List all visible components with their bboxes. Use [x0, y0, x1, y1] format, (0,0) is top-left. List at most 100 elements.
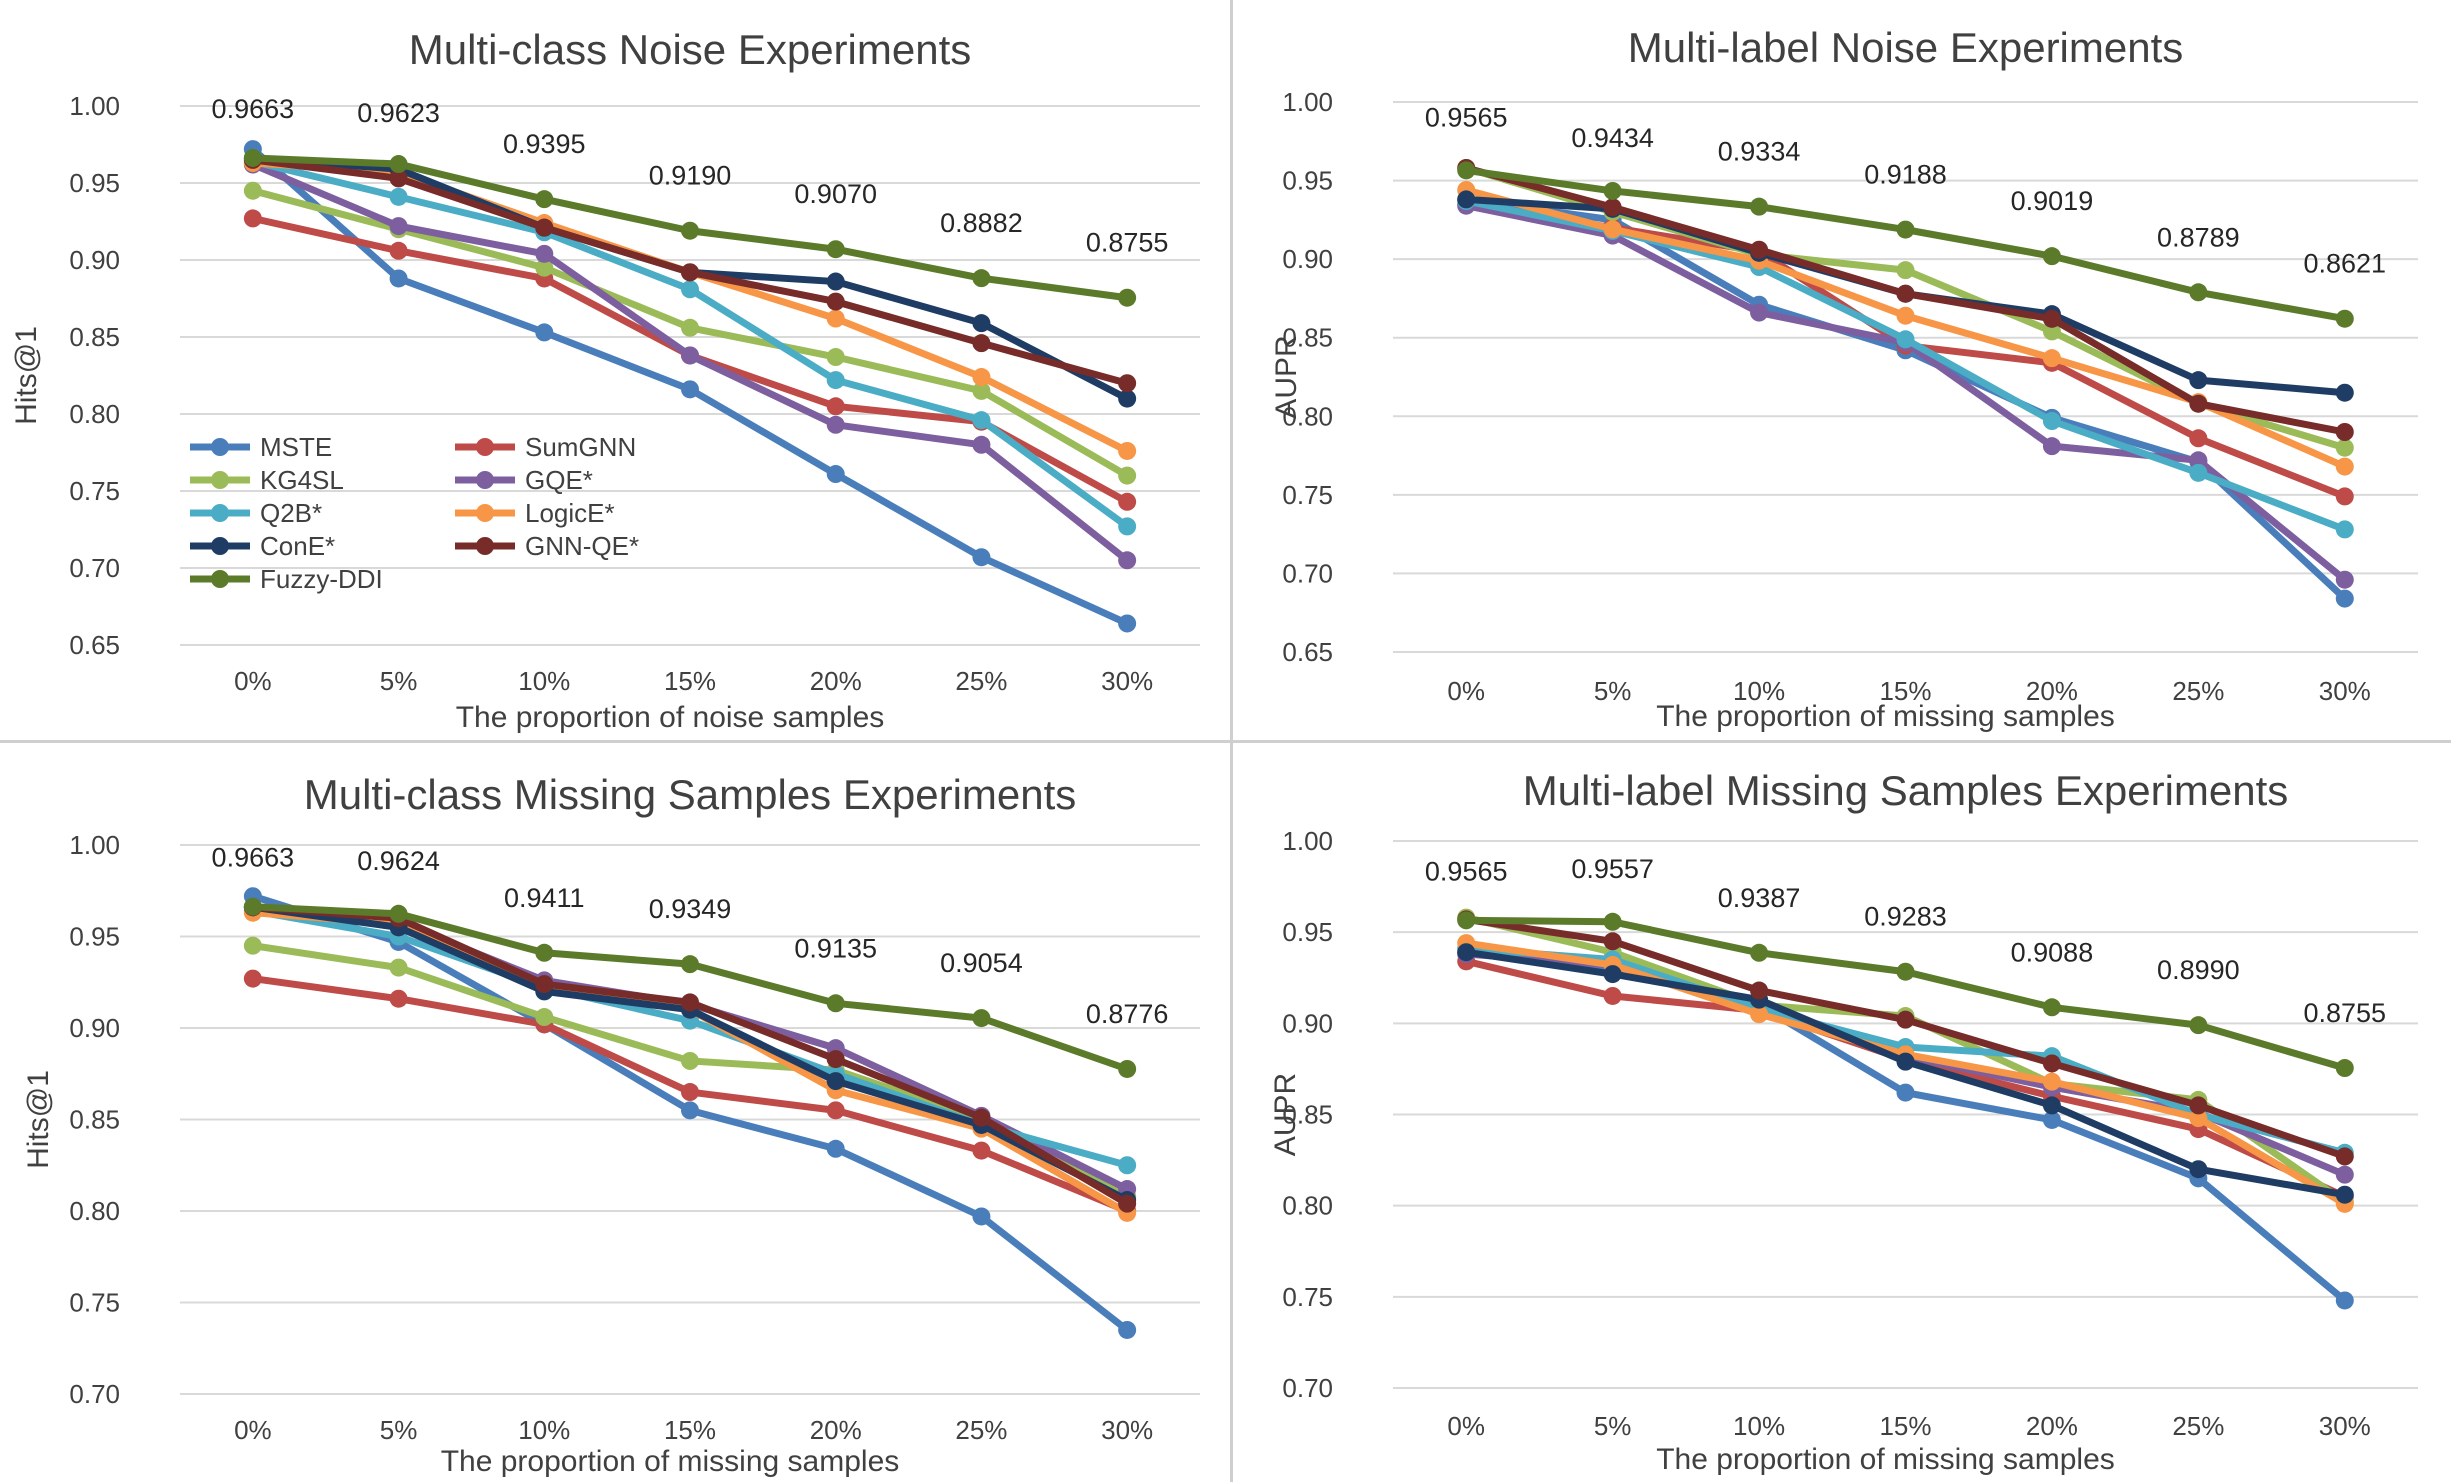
data-point-q2b — [2042, 412, 2061, 430]
data-point-fuzzy-ddi — [972, 269, 991, 288]
data-point-fuzzy-ddi — [1896, 962, 1915, 981]
legend-marker — [211, 504, 229, 522]
data-label: 0.9663 — [212, 843, 295, 873]
data-point-gqe — [972, 435, 991, 454]
data-point-cone — [1118, 389, 1137, 408]
data-point-sumgnn — [389, 241, 408, 260]
data-label: 0.8621 — [2303, 249, 2386, 279]
legend-marker — [476, 471, 494, 489]
data-point-mste — [826, 465, 845, 484]
data-point-fuzzy-ddi — [681, 221, 699, 240]
data-label: 0.9190 — [649, 161, 732, 191]
data-point-fuzzy-ddi — [389, 155, 408, 174]
data-point-gnn-qe — [2042, 1054, 2061, 1073]
multi-label-missing-samples-experiments-svg: Multi-label Missing Samples Experiments 0… — [1269, 767, 2418, 1476]
chart-title: Multi-class Noise Experiments — [409, 26, 972, 73]
data-point-fuzzy-ddi — [2335, 1059, 2354, 1078]
series-sumgnn — [243, 969, 1137, 1220]
chart-title: Multi-class Missing Samples Experiments — [304, 771, 1077, 818]
legend-marker — [476, 537, 494, 555]
legend-marker — [211, 537, 229, 555]
data-point-mste — [826, 1139, 845, 1158]
data-point-gqe — [1750, 303, 1769, 322]
data-point-gqe — [389, 217, 408, 236]
x-tick-label: 0% — [1447, 1411, 1485, 1441]
data-point-gnn-qe — [826, 1050, 845, 1069]
series-mste — [1457, 190, 2354, 608]
data-point-sumgnn — [681, 1083, 699, 1102]
data-point-fuzzy-ddi — [243, 897, 262, 916]
data-label: 0.9411 — [504, 883, 585, 913]
x-tick-label: 5% — [380, 1415, 418, 1445]
chart-title: Multi-label Noise Experiments — [1628, 24, 2184, 71]
data-point-q2b — [826, 371, 845, 390]
x-axis-label: The proportion of missing samples — [1656, 1443, 2115, 1476]
y-tick-label: 0.70 — [1282, 558, 1333, 588]
y-tick-label: 0.65 — [1282, 637, 1333, 667]
legend-item-kg4sl: KG4SL — [190, 465, 344, 495]
data-point-fuzzy-ddi — [535, 943, 554, 962]
series-line-logice — [249, 159, 1131, 455]
y-axis-label: AUPR — [1270, 335, 1303, 418]
series-gnn-qe — [243, 150, 1137, 393]
data-point-gnn-qe — [2189, 1096, 2208, 1115]
y-tick-label: 0.65 — [69, 630, 120, 660]
data-point-fuzzy-ddi — [826, 240, 845, 259]
x-tick-label: 20% — [810, 1415, 862, 1445]
data-label: 0.8755 — [2303, 998, 2386, 1028]
data-label: 0.9395 — [503, 129, 586, 159]
x-tick-label: 30% — [1101, 1415, 1153, 1445]
y-tick-label: 0.80 — [1282, 401, 1333, 431]
data-point-fuzzy-ddi — [681, 955, 699, 974]
y-tick-label: 0.90 — [69, 245, 120, 275]
x-tick-label: 10% — [518, 1415, 570, 1445]
data-point-cone — [2189, 371, 2208, 390]
series-gqe — [243, 155, 1137, 570]
data-point-q2b — [1896, 330, 1915, 349]
data-point-q2b — [1118, 1156, 1137, 1175]
legend-label: LogicE* — [525, 498, 615, 528]
x-tick-label: 15% — [664, 1415, 716, 1445]
legend-item-gqe: GQE* — [455, 465, 593, 495]
x-tick-label: 0% — [234, 666, 272, 696]
legend-marker — [476, 438, 494, 456]
data-point-mste — [972, 1207, 991, 1226]
data-point-q2b — [972, 411, 991, 430]
y-tick-label: 0.70 — [1282, 1373, 1333, 1403]
data-point-mste — [2335, 589, 2354, 608]
y-tick-label: 1.00 — [1282, 826, 1333, 856]
data-point-kg4sl — [681, 318, 699, 337]
x-axis-label: The proportion of missing samples — [441, 1445, 900, 1478]
legend-marker — [211, 570, 229, 588]
x-tick-label: 25% — [2172, 676, 2224, 706]
series-gnn-qe — [1457, 910, 2354, 1166]
chart-multi-label-noise: Multi-label Noise Experiments 0.65 0.70 0.7… — [1233, 0, 2451, 740]
data-point-cone — [972, 314, 991, 333]
data-point-gnn-qe — [2335, 423, 2354, 441]
data-point-fuzzy-ddi — [2189, 1016, 2208, 1035]
data-point-gnn-qe — [2189, 394, 2208, 413]
x-tick-label: 15% — [664, 666, 716, 696]
data-label: 0.9434 — [1571, 123, 1654, 153]
data-point-gqe — [535, 244, 554, 263]
legend-label: GNN-QE* — [525, 531, 639, 561]
series-fuzzy-ddi — [243, 897, 1137, 1078]
y-tick-label: 0.95 — [1282, 917, 1333, 947]
series-sumgnn — [1457, 952, 2354, 1206]
data-point-kg4sl — [1896, 261, 1915, 280]
y-tick-label: 0.90 — [1282, 1008, 1333, 1038]
data-point-logice — [1896, 306, 1915, 325]
multi-label-noise-experiments-svg: Multi-label Noise Experiments 0.65 0.70 0.7… — [1270, 24, 2418, 733]
data-point-cone — [1457, 190, 1476, 209]
data-point-gqe — [2335, 570, 2354, 589]
data-point-gnn-qe — [535, 218, 554, 237]
data-point-logice — [972, 368, 991, 387]
data-label: 0.9283 — [1864, 902, 1947, 932]
horizontal-divider — [0, 740, 2451, 743]
data-point-fuzzy-ddi — [1750, 943, 1769, 962]
data-point-sumgnn — [243, 209, 262, 228]
y-axis-label: AUPR — [1269, 1073, 1302, 1156]
x-tick-label: 25% — [955, 1415, 1007, 1445]
data-label: 0.9387 — [1718, 883, 1801, 913]
data-point-gqe — [681, 346, 699, 365]
